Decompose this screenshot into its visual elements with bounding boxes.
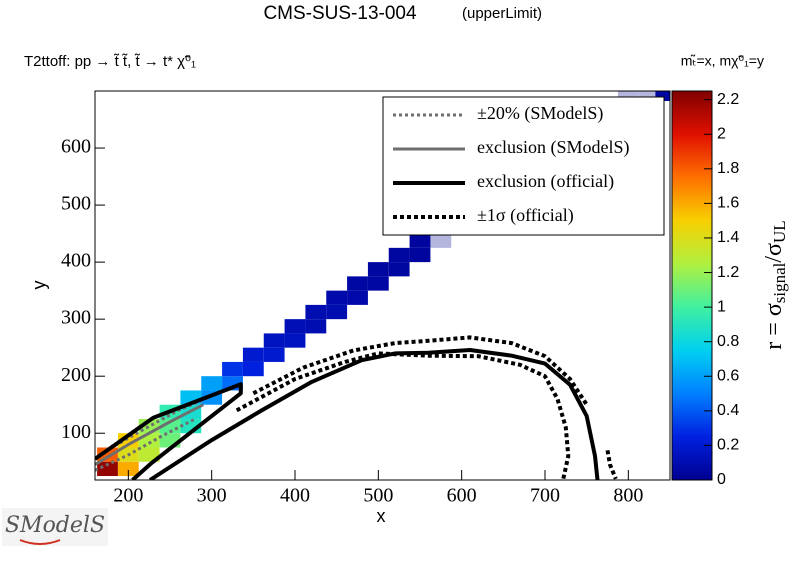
z-label-part: UL <box>770 220 789 243</box>
heatmap-cell <box>117 461 139 477</box>
z-tick-label: 0 <box>717 471 726 488</box>
y-tick-label: 600 <box>61 136 91 158</box>
heatmap-cell <box>326 304 348 320</box>
y-tick-label: 500 <box>61 193 91 215</box>
heatmap-cell <box>409 233 431 248</box>
legend-label: exclusion (official) <box>477 171 614 192</box>
z-tick-label: 0.4 <box>717 402 739 419</box>
y-tick-label: 300 <box>61 307 91 329</box>
z-label-part: signal <box>770 262 789 303</box>
contours <box>95 335 618 480</box>
z-tick-label: 2 <box>717 125 726 142</box>
x-tick-label: 700 <box>530 485 560 507</box>
z-tick-label: 0.2 <box>717 437 739 454</box>
colorbar-label: r = σsignal/σUL <box>761 220 789 349</box>
z-tick-label: 0.8 <box>717 333 739 350</box>
z-tick-label: 1.8 <box>717 160 739 177</box>
contour-line <box>95 403 204 466</box>
colorbar <box>671 90 713 481</box>
x-tick-label: 600 <box>447 485 477 507</box>
heatmap-cell <box>409 247 431 263</box>
plot-frame <box>94 90 671 481</box>
x-tick-label: 800 <box>613 485 643 507</box>
logo-background <box>2 508 108 546</box>
x-tick-label: 400 <box>280 485 310 507</box>
z-tick-label: 1.2 <box>717 264 739 281</box>
legend-label: ±20% (SModelS) <box>477 103 603 124</box>
heatmap-cell <box>201 376 223 391</box>
logo-text: SModelS <box>5 513 105 538</box>
heatmap-cell <box>326 290 348 305</box>
legend-entries: ±20% (SModelS) exclusion (SModelS) exclusi… <box>393 103 630 226</box>
heatmap-cell <box>367 276 389 291</box>
heatmap-cell <box>242 347 264 362</box>
x-tick-label: 300 <box>197 485 227 507</box>
chart-title: CMS-SUS-13-004 <box>263 3 417 24</box>
heatmap-cell <box>242 361 264 377</box>
heatmap-cell <box>97 447 118 462</box>
heatmap-cell <box>305 319 327 334</box>
y-tick-label: 200 <box>61 364 91 386</box>
z-label-part: r = σ <box>761 303 787 350</box>
heatmap-cell <box>284 319 306 334</box>
x-axis-label: x <box>377 506 386 526</box>
legend <box>382 96 665 236</box>
z-tick-label: 1.6 <box>717 195 739 212</box>
heatmap-cell <box>159 418 181 434</box>
mass-note: mₜ̃=x, mχ̃⁰₁=y <box>681 53 764 69</box>
x-tick-label: 500 <box>363 485 393 507</box>
heatmap-cell <box>263 333 285 348</box>
y-tick-label: 400 <box>61 250 91 272</box>
chart-subtitle: (upperLimit) <box>462 5 542 22</box>
heatmap-cell <box>347 276 368 291</box>
z-tick-label: 1 <box>717 298 726 315</box>
x-tick-label: 200 <box>113 485 143 507</box>
heatmap-cell <box>388 262 410 277</box>
contour-line <box>235 335 618 480</box>
legend-label: exclusion (SModelS) <box>477 137 630 158</box>
heatmap-cell <box>222 361 243 377</box>
process-label: T2ttoff: pp → t̃ t̃, t̃ → t* χ̃⁰₁ <box>24 53 196 70</box>
contour-line <box>95 348 600 480</box>
heatmap-cell <box>367 262 389 277</box>
heatmap-cell <box>284 333 306 348</box>
legend-label: ±1σ (official) <box>477 205 574 226</box>
logo: SModelS <box>2 508 108 546</box>
z-tick-label: 0.6 <box>717 367 739 384</box>
z-tick-label: 2.2 <box>717 91 739 108</box>
heatmap-cell <box>138 447 160 462</box>
logo-swoosh <box>19 539 61 545</box>
y-axis-label: y <box>29 281 49 290</box>
masked-cell <box>430 233 452 248</box>
heatmap-cell <box>388 247 410 263</box>
y-tick-label: 100 <box>61 421 91 443</box>
heatmap-cell <box>655 91 670 101</box>
z-tick-label: 1.4 <box>717 229 739 246</box>
heatmap-cell <box>347 290 368 305</box>
heatmap-cell <box>263 347 285 362</box>
heatmap-cell <box>305 304 327 320</box>
z-label-part: /σ <box>761 243 787 263</box>
